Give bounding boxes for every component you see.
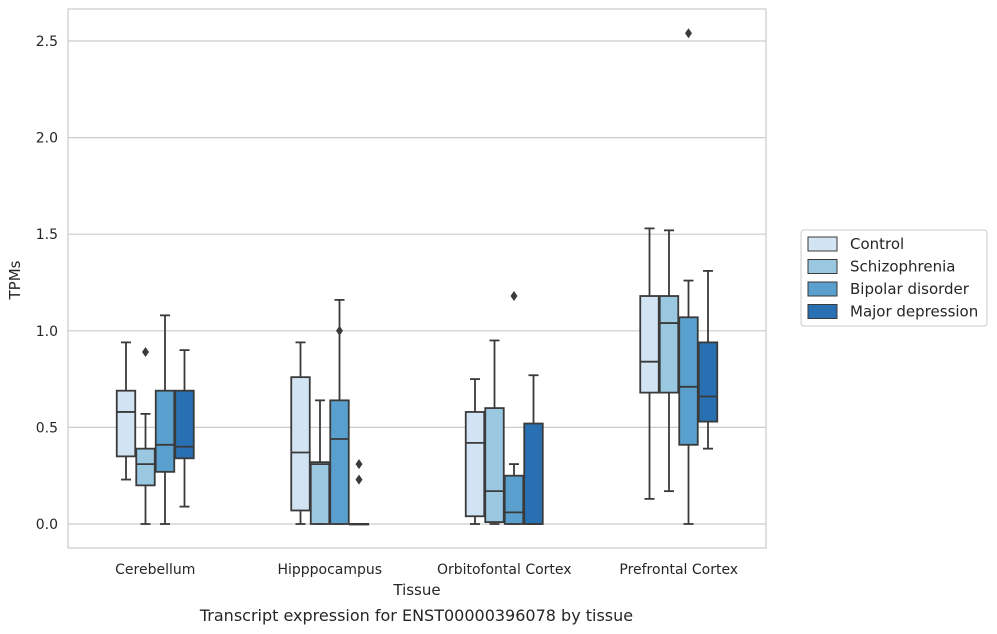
series-major-depression bbox=[174, 270, 719, 526]
x-tick-label: Hipppocampus bbox=[277, 562, 382, 578]
legend-label: Schizophrenia bbox=[850, 258, 955, 276]
series-control bbox=[115, 227, 660, 525]
outlier-point bbox=[142, 347, 149, 358]
box bbox=[135, 347, 156, 525]
outlier-point bbox=[355, 459, 363, 470]
y-tick-label: 1.5 bbox=[36, 227, 58, 243]
box-body bbox=[290, 376, 311, 512]
box bbox=[115, 341, 137, 481]
box-body bbox=[309, 461, 331, 525]
y-tick-label: 2.0 bbox=[36, 131, 58, 147]
box bbox=[464, 378, 486, 525]
box bbox=[658, 229, 680, 493]
legend-frame bbox=[800, 229, 988, 327]
box-body bbox=[523, 422, 544, 525]
box bbox=[348, 459, 370, 526]
legend-label: Major depression bbox=[850, 303, 978, 321]
box bbox=[523, 374, 544, 525]
box bbox=[174, 349, 195, 508]
box bbox=[639, 227, 660, 500]
x-tick-label: Prefrontal Cortex bbox=[619, 562, 738, 578]
box-body bbox=[697, 341, 719, 423]
box-body bbox=[464, 411, 486, 518]
box-body bbox=[135, 447, 156, 487]
box bbox=[678, 28, 699, 525]
legend-swatch bbox=[807, 304, 838, 319]
legend: Control Schizophrenia Bipolar disorder Majo… bbox=[800, 229, 988, 327]
outlier-point bbox=[685, 28, 692, 39]
box bbox=[329, 298, 350, 525]
y-tick-label: 0.0 bbox=[36, 517, 58, 533]
plot-frame bbox=[67, 8, 767, 549]
box bbox=[309, 399, 331, 525]
box-body bbox=[503, 474, 525, 525]
box bbox=[484, 339, 505, 525]
figure-caption: Transcript expression for ENST0000039607… bbox=[199, 606, 634, 625]
box-body bbox=[658, 295, 680, 394]
legend-swatch bbox=[807, 281, 838, 297]
y-tick-label: 0.5 bbox=[36, 420, 58, 436]
y-tick-label: 2.5 bbox=[36, 34, 58, 50]
legend-label: Control bbox=[850, 235, 904, 253]
box-body bbox=[154, 389, 176, 473]
box-body bbox=[329, 399, 350, 525]
box-body bbox=[174, 389, 195, 460]
box-body bbox=[115, 389, 137, 458]
legend-swatch bbox=[807, 259, 838, 274]
box bbox=[154, 314, 176, 525]
x-axis-label: Tissue bbox=[392, 581, 440, 599]
box bbox=[290, 341, 311, 525]
outlier-point bbox=[336, 325, 343, 336]
y-axis-ticks: 0.0 0.5 1.0 1.5 2.0 2.5 bbox=[36, 34, 58, 533]
box bbox=[697, 270, 719, 450]
x-tick-label: Cerebellum bbox=[115, 562, 195, 578]
y-tick-label: 1.0 bbox=[36, 324, 58, 340]
series-schizophrenia bbox=[135, 229, 680, 525]
box-body bbox=[484, 407, 505, 523]
x-axis-ticks: Cerebellum Hipppocampus Orbitofontal Corte… bbox=[115, 562, 738, 578]
x-tick-label: Orbitofontal Cortex bbox=[437, 562, 572, 578]
box-body bbox=[639, 295, 660, 394]
series-bipolar-disorder bbox=[154, 28, 699, 525]
legend-label: Bipolar disorder bbox=[850, 280, 970, 298]
box bbox=[503, 291, 525, 525]
box-body bbox=[678, 316, 699, 446]
outlier-point bbox=[510, 291, 518, 302]
outlier-point bbox=[355, 474, 363, 485]
box-plot-series bbox=[115, 28, 719, 526]
legend-swatch bbox=[807, 236, 838, 252]
y-axis-label: TPMs bbox=[6, 260, 24, 300]
